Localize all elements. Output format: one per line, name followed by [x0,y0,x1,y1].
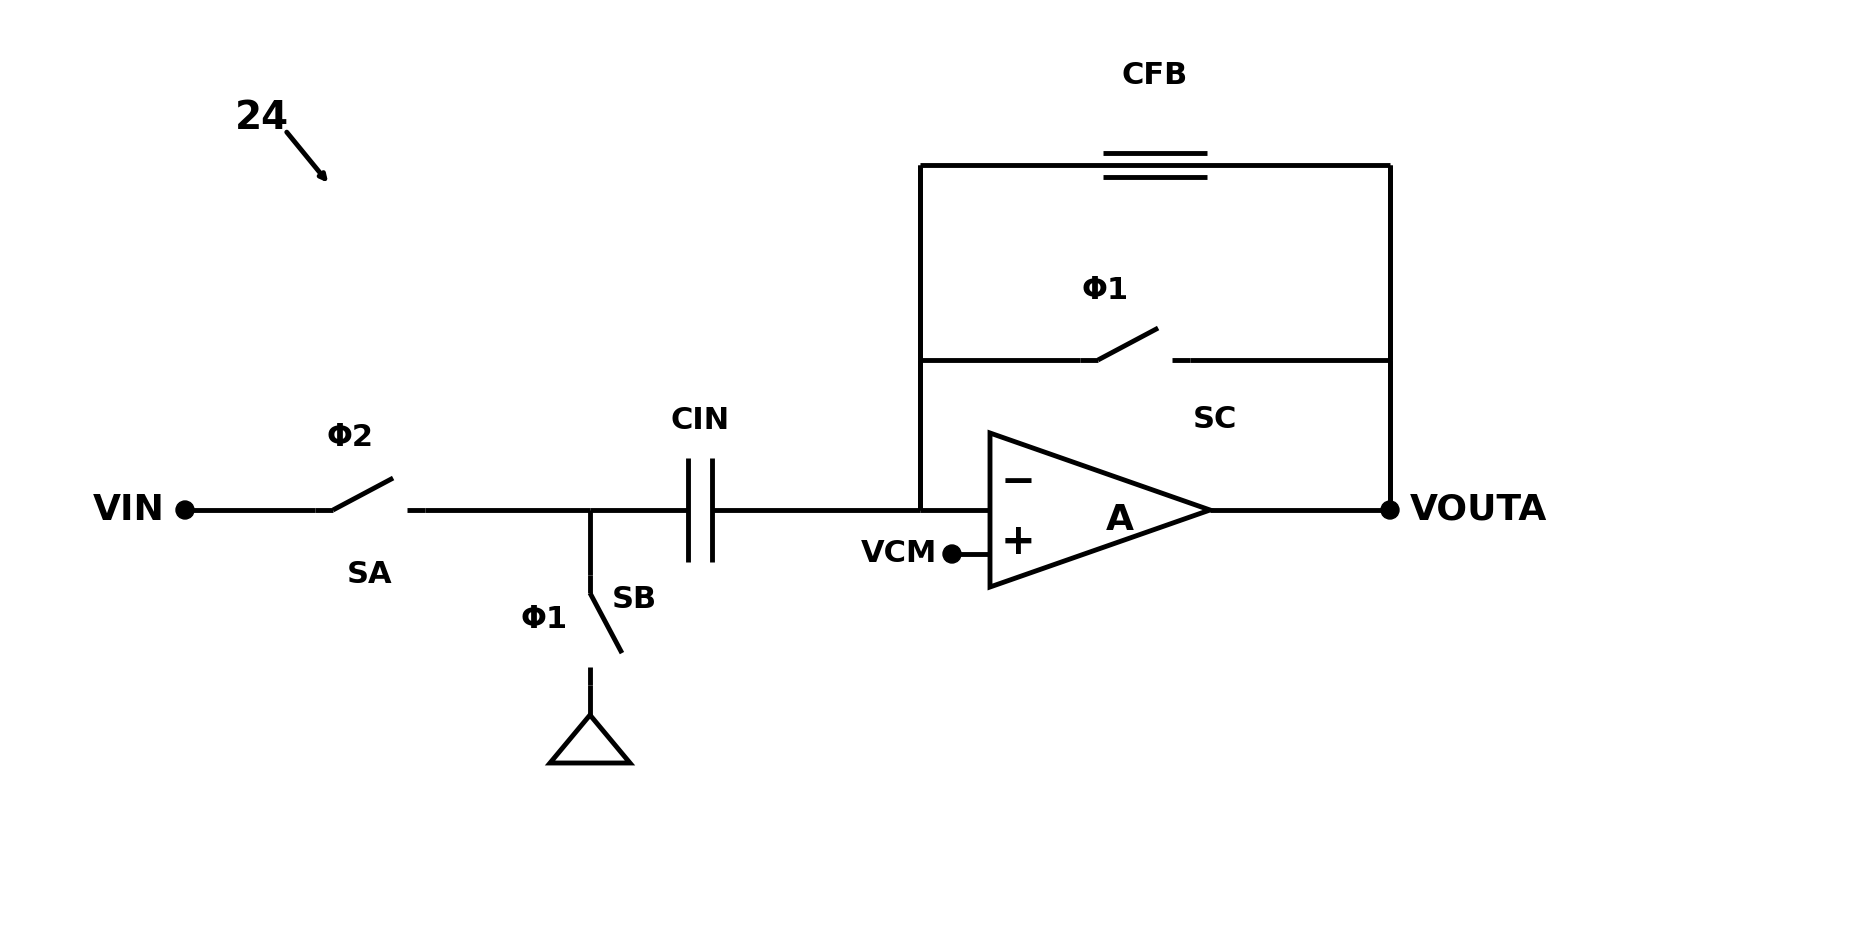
Text: SB: SB [612,585,657,615]
Text: A: A [1105,503,1133,537]
Text: SC: SC [1193,405,1238,434]
Text: VOUTA: VOUTA [1410,493,1547,527]
Circle shape [942,545,961,563]
Text: 24: 24 [234,99,288,137]
Text: +: + [1000,521,1036,563]
Text: CIN: CIN [671,406,730,435]
Text: VCM: VCM [860,540,936,568]
Text: Φ1: Φ1 [521,605,568,635]
Circle shape [176,501,195,519]
Circle shape [1380,501,1399,519]
Text: Φ2: Φ2 [326,423,373,452]
Text: Φ1: Φ1 [1081,276,1129,305]
Text: CFB: CFB [1122,61,1187,90]
Text: VIN: VIN [94,493,165,527]
Text: −: − [1000,461,1036,503]
Text: SA: SA [347,560,393,589]
